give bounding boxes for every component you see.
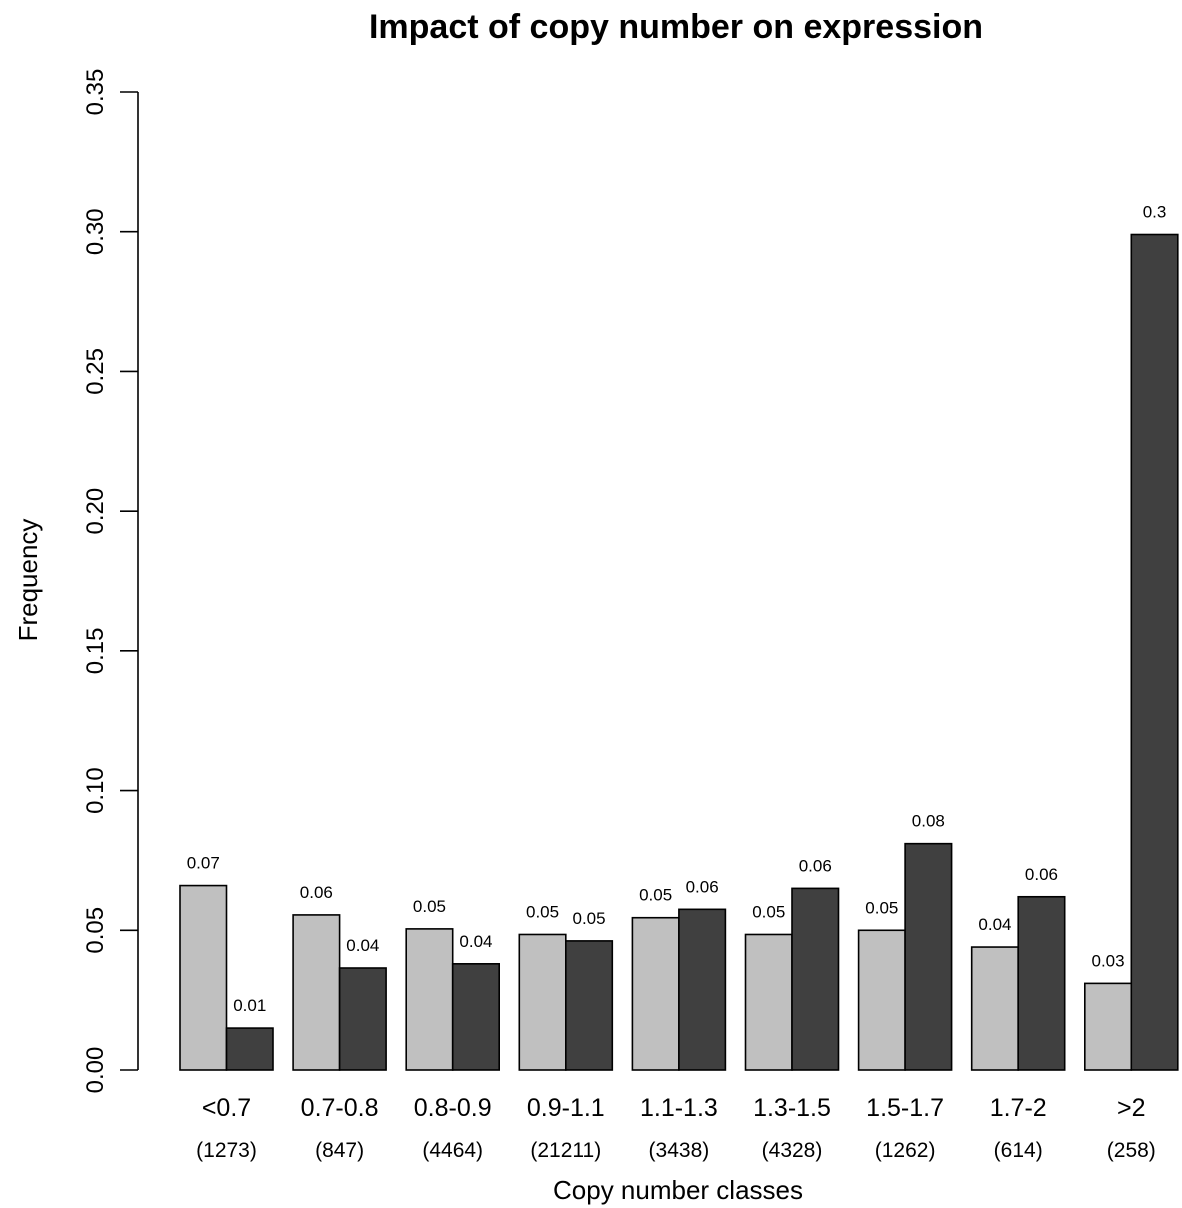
bar-series-2 [451,963,501,1071]
x-category-label: >2 [1117,1094,1146,1122]
bar-value-label: 0.05 [413,897,446,916]
y-tick-label: 0.10 [82,767,109,814]
bar-series-1 [857,929,906,1071]
bar-series-2 [904,842,953,1071]
bar-value-label: 0.07 [187,854,220,873]
x-category-count: (4328) [762,1139,823,1162]
x-category-label: 1.5-1.7 [866,1094,944,1122]
x-category-count: (1273) [196,1139,257,1162]
bar-value-label: 0.01 [233,996,266,1015]
x-category-count: (1262) [875,1139,936,1162]
bar-value-label: 0.06 [686,877,719,896]
bars [179,233,1179,1071]
x-category-count: (21211) [530,1139,601,1162]
y-tick-label: 0.05 [82,907,109,954]
bar-series-1 [970,946,1020,1071]
x-category-label: 0.8-0.9 [414,1094,492,1122]
bar-series-1 [518,933,567,1071]
x-category-count: (258) [1107,1139,1156,1162]
chart-title: Impact of copy number on expression [369,8,983,46]
bar-series-1 [1084,982,1133,1071]
bar-value-label: 0.05 [526,902,559,921]
bar-value-label: 0.04 [978,915,1011,934]
bar-value-label: 0.05 [752,902,785,921]
y-tick-label: 0.20 [82,488,109,535]
bar-value-label: 0.03 [1092,951,1125,970]
bar-value-label: 0.06 [799,856,832,875]
x-category-label: 1.1-1.3 [640,1094,718,1122]
x-category-count: (4464) [422,1139,483,1162]
x-category-label: 0.9-1.1 [527,1094,605,1122]
bar-series-2 [678,908,727,1071]
bar-series-1 [405,928,454,1071]
x-category-label: 1.7-2 [990,1094,1047,1122]
bar-series-1 [292,914,341,1071]
x-axis-label: Copy number classes [553,1175,803,1205]
y-tick-label: 0.15 [82,627,109,674]
bar-series-1 [631,916,680,1071]
y-axis-label: Frequency [13,519,43,642]
y-axis-ticks: 0.00 0.05 0.10 0.15 0.20 0.25 0.30 0.35 [82,69,138,1094]
bar-series-2 [1017,895,1066,1071]
x-category-count: (847) [315,1139,364,1162]
bar-series-2 [338,967,387,1071]
x-axis-tick-labels: <0.7 (1273) 0.7-0.8 (847) 0.8-0.9 (4464) 0.9-1… [196,1094,1156,1162]
bar-series-2 [791,887,840,1071]
bar-value-labels: 0.07 0.01 0.06 0.04 0.05 0.04 0.05 0.05 0.05 0.06… [187,203,1167,1016]
y-tick-label: 0.00 [82,1047,109,1094]
bar-value-label: 0.3 [1143,203,1167,222]
bar-value-label: 0.04 [459,932,492,951]
x-category-count: (3438) [649,1139,710,1162]
bar-value-label: 0.05 [573,909,606,928]
x-category-label: 1.3-1.5 [753,1094,831,1122]
bar-series-1 [179,884,228,1071]
bar-value-label: 0.08 [912,812,945,831]
y-tick-label: 0.30 [82,208,109,255]
bar-value-label: 0.06 [1025,865,1058,884]
x-category-count: (614) [994,1139,1043,1162]
bar-value-label: 0.05 [639,886,672,905]
bar-value-label: 0.05 [865,898,898,917]
y-tick-label: 0.35 [82,69,109,116]
bar-series-2 [225,1027,274,1071]
y-tick-label: 0.25 [82,348,109,395]
bar-value-label: 0.06 [300,883,333,902]
bar-series-2 [564,940,614,1071]
x-category-label: 0.7-0.8 [301,1094,379,1122]
x-category-label: <0.7 [202,1094,251,1122]
bar-value-label: 0.04 [346,936,379,955]
bar-series-2 [1130,233,1179,1071]
bar-series-1 [744,933,793,1071]
